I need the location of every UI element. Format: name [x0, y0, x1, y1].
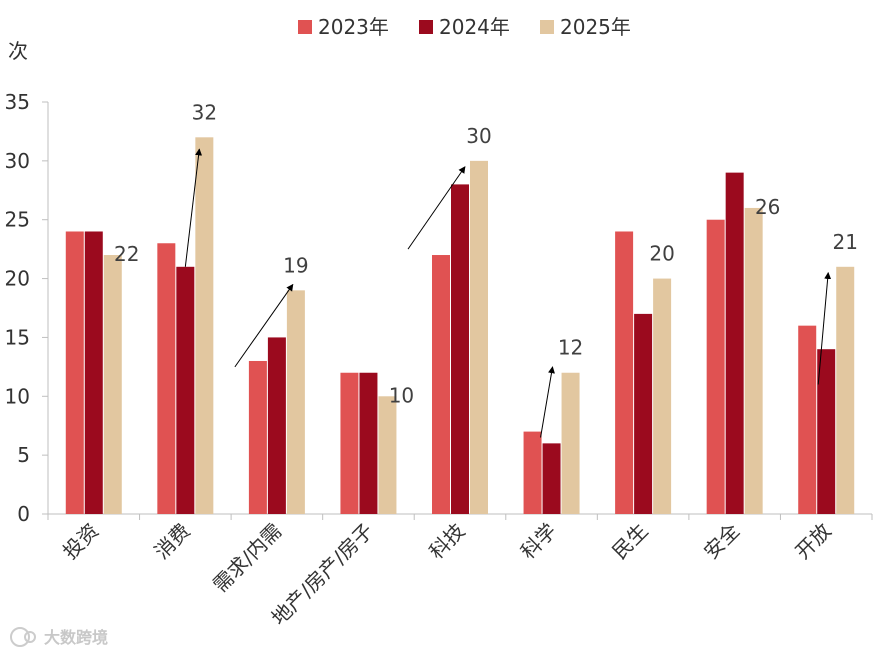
x-category-label: 科技	[424, 519, 469, 564]
legend-item: 2025年	[540, 15, 631, 39]
bar	[195, 137, 214, 515]
bar	[286, 290, 305, 514]
bar	[432, 255, 450, 514]
bar	[817, 349, 836, 514]
legend-swatch	[298, 20, 312, 34]
data-labels-group: 22 32 19 10 30 12 20 26 21	[114, 100, 858, 407]
legend-swatch	[419, 20, 433, 34]
data-label: 10	[389, 383, 414, 407]
bar	[653, 278, 672, 514]
y-tick-label: 35	[5, 90, 30, 114]
bar	[157, 243, 176, 514]
y-tick-label: 25	[5, 208, 30, 232]
legend-label: 2023年	[318, 15, 389, 39]
bar	[706, 219, 725, 514]
data-label: 22	[114, 242, 139, 266]
bar	[378, 396, 397, 514]
y-tick-label: 5	[17, 443, 30, 467]
x-category-label: 投资	[58, 519, 103, 564]
legend-item: 2024年	[419, 15, 510, 39]
data-label: 26	[755, 195, 780, 219]
y-tick-label: 0	[17, 502, 30, 526]
y-tick-label: 10	[5, 384, 30, 408]
y-tick-label: 30	[5, 149, 30, 173]
bar	[340, 372, 359, 514]
bar	[248, 360, 267, 514]
x-category-label: 开放	[791, 519, 836, 564]
x-category-label: 需求/内需	[208, 519, 286, 597]
legend-item: 2023年	[298, 15, 389, 39]
bar	[65, 231, 84, 514]
bar	[725, 172, 744, 514]
trend-arrow	[184, 148, 203, 267]
bar-series	[103, 137, 855, 515]
bar	[176, 266, 195, 514]
bar	[634, 313, 653, 514]
data-label: 30	[466, 124, 491, 148]
x-category-label: 科学	[516, 519, 561, 564]
data-label: 20	[649, 242, 674, 266]
trend-arrows-group	[184, 148, 832, 438]
bar-series	[84, 172, 836, 514]
bar	[744, 207, 763, 514]
watermark: 大数跨境	[10, 627, 108, 647]
legend-label: 2024年	[439, 15, 510, 39]
x-category-label: 消费	[150, 519, 195, 564]
bar	[615, 231, 634, 514]
bar	[470, 160, 488, 514]
data-label: 19	[283, 253, 308, 277]
watermark-logo-icon	[10, 627, 36, 647]
y-axis-unit-label: 次	[8, 39, 28, 63]
data-label: 21	[832, 230, 857, 254]
bar	[798, 325, 817, 514]
legend-swatch	[540, 20, 554, 34]
bar	[836, 266, 855, 514]
bar	[103, 255, 122, 514]
bar	[359, 372, 378, 514]
bar-series	[65, 219, 817, 514]
legend-label: 2025年	[560, 15, 631, 39]
bar	[542, 443, 561, 514]
watermark-text: 大数跨境	[44, 628, 108, 647]
bar	[84, 231, 103, 514]
trend-arrow	[817, 271, 832, 385]
bar	[523, 431, 542, 514]
bar-series-group	[65, 137, 855, 515]
y-tick-label: 20	[5, 267, 30, 291]
trend-arrow	[234, 283, 294, 368]
data-label: 12	[558, 336, 583, 360]
trend-arrow	[407, 166, 466, 250]
data-label: 32	[192, 100, 217, 124]
bar	[267, 337, 286, 514]
bar	[451, 184, 469, 514]
x-category-label: 安全	[699, 519, 744, 564]
chart-legend: 2023年 2024年 2025年	[298, 15, 631, 39]
bar	[561, 372, 580, 514]
x-category-label: 民生	[607, 519, 652, 564]
y-axis: 0 5 10 15 20 25 30 35	[5, 90, 49, 526]
trend-arrow	[540, 366, 555, 438]
y-tick-label: 15	[5, 325, 30, 349]
